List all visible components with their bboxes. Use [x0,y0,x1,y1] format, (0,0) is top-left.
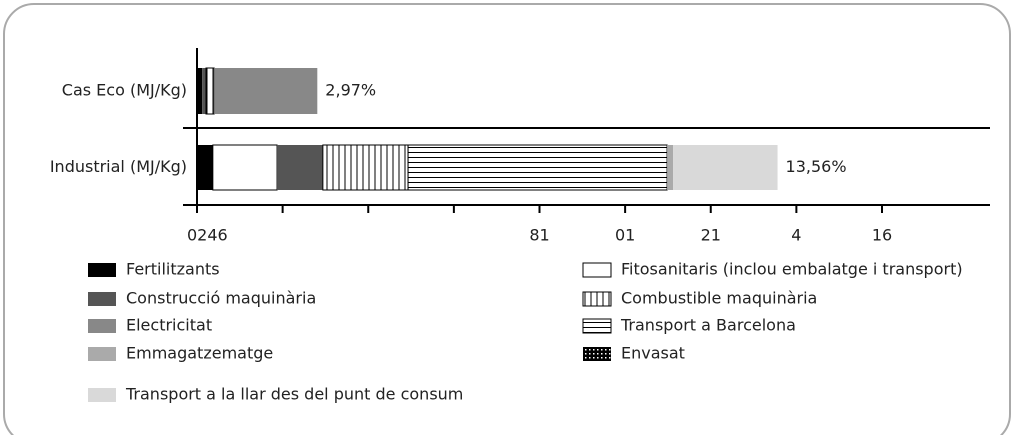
legend-label: Envasat [621,344,685,363]
legend-label: Construcció maquinària [126,289,316,308]
legend-swatch [582,318,612,334]
legend-label: Emmagatzematge [126,344,273,363]
x-tick-label: 21 [701,226,721,245]
bar-segment [407,144,668,191]
bar-segment [214,68,318,114]
legend-label: Combustible maquinària [621,289,817,308]
total-label: 2,97% [325,81,376,100]
legend-label: Fertilitzants [126,260,220,279]
category-label: Industrial (MJ/Kg) [50,157,187,176]
legend-label: Transport a la llar des del punt de cons… [125,385,463,404]
legend-swatch [582,262,612,278]
legend-swatch [583,347,611,361]
legend-swatch [88,292,116,306]
x-tick-label: 01 [615,226,635,245]
legend-swatch [88,263,116,277]
legend-label: Fitosanitaris (inclou embalatge i transp… [621,260,963,279]
bar-segment [202,68,206,114]
bar-segment [673,145,778,190]
legend-label: Electricitat [126,316,212,335]
frame [3,3,1011,435]
legend-swatch [582,291,612,307]
x-tick-label: 0246 [187,226,228,245]
bar-segment [667,145,674,190]
category-label: Cas Eco (MJ/Kg) [62,81,187,100]
bar-segment [197,145,213,190]
total-label: 13,56% [786,157,847,176]
x-tick-label: 4 [791,226,801,245]
legend-label: Transport a Barcelona [620,316,796,335]
bar-segment [212,144,278,191]
bar-segment [277,145,323,190]
x-tick-label: 16 [872,226,892,245]
legend-swatch [88,319,116,333]
x-tick-label: 81 [529,226,549,245]
legend-swatch [88,347,116,361]
bar-segment [197,68,203,114]
bar-segment [322,144,409,191]
legend-swatch [88,388,116,402]
bar-segment [205,67,215,115]
